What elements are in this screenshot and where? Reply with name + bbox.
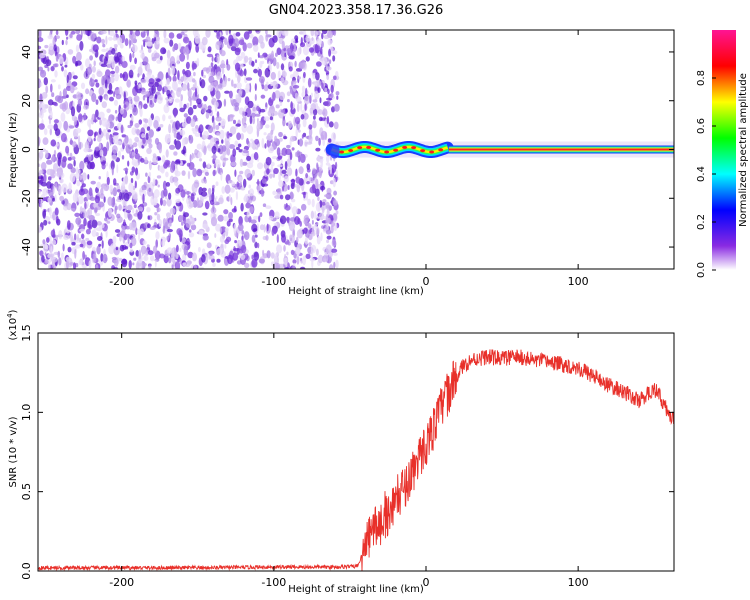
- colorbar-gradient: [712, 30, 736, 270]
- spectrogram-image: [38, 30, 674, 269]
- spectrogram-y-tick-label: 20: [20, 94, 33, 108]
- snr-frame: [37, 332, 675, 572]
- spectrogram-y-tick-label: 0: [20, 146, 33, 153]
- spectrogram-x-tick-label: 100: [568, 275, 589, 288]
- snr-multiplier-exp: 4: [6, 313, 14, 318]
- colorbar-tick-label: 0.0: [696, 262, 707, 278]
- snr-y-tick-label: 0.5: [20, 483, 33, 501]
- svg-text:(x104): (x104): [6, 309, 19, 340]
- colorbar-tick-label: 0.6: [696, 118, 707, 134]
- spectrogram-y-tick-label: 40: [20, 45, 33, 59]
- colorbar: 0.0 0.2 0.4 0.6 0.8 Normalized spectral ampl…: [696, 30, 749, 278]
- spectrogram-y-tick-label: -20: [20, 189, 33, 207]
- figure-title: GN04.2023.358.17.36.G26: [269, 3, 444, 18]
- spectrogram-x-ticks: -200 -100 0 100: [109, 30, 589, 288]
- spectrogram-x-axis-label: Height of straight line (km): [288, 286, 424, 297]
- snr-y-axis-label: SNR (10 * v/v): [8, 416, 19, 487]
- spectrogram-x-tick-label: -200: [109, 275, 134, 288]
- snr-x-ticks: -200 -100 0 100: [109, 333, 589, 589]
- snr-y-ticks: 0.0 0.5 1.0 1.5: [20, 324, 674, 580]
- snr-y-tick-label: 1.5: [20, 324, 33, 342]
- snr-x-axis-label: Height of straight line (km): [288, 584, 424, 595]
- colorbar-ticks: 0.0 0.2 0.4 0.6 0.8: [696, 70, 716, 278]
- snr-multiplier: (x104): [6, 309, 19, 340]
- spectrogram-y-tick-label: -40: [20, 238, 33, 256]
- spectrogram-y-ticks: -40 -20 0 20 40: [20, 45, 674, 256]
- snr-multiplier-close: ): [8, 309, 19, 313]
- spectrogram-y-axis-label: Frequency (Hz): [8, 112, 19, 188]
- snr-x-tick-label: 0: [422, 576, 429, 589]
- snr-panel: -200 -100 0 100 0.0 0.5 1.0 1.5 Height of stra…: [6, 309, 675, 595]
- colorbar-tick-label: 0.8: [696, 70, 707, 86]
- colorbar-label: Normalized spectral amplitude: [738, 73, 749, 227]
- spectrogram-x-tick-label: 0: [422, 275, 429, 288]
- colorbar-tick-label: 0.2: [696, 214, 707, 230]
- snr-series-line: [38, 349, 674, 571]
- colorbar-tick-label: 0.4: [696, 166, 707, 182]
- spectrogram-x-tick-label: -100: [261, 275, 286, 288]
- snr-multiplier-base: (x10: [8, 318, 19, 341]
- snr-x-tick-label: -100: [261, 576, 286, 589]
- snr-x-tick-label: -200: [109, 576, 134, 589]
- snr-x-tick-label: 100: [568, 576, 589, 589]
- snr-y-tick-label: 1.0: [20, 404, 33, 422]
- snr-y-tick-label: 0.0: [20, 562, 33, 580]
